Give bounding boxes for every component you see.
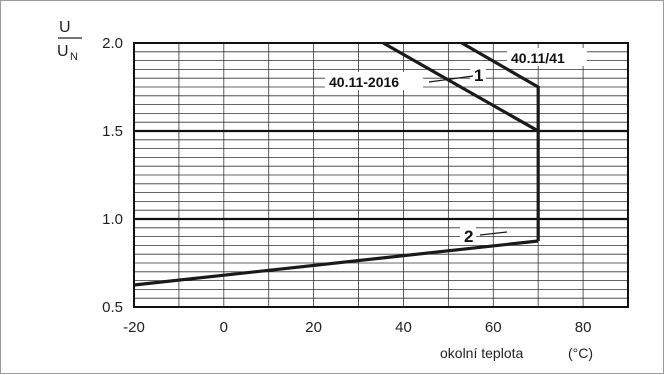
curve-label-40-11-41: 40.11/41 (511, 50, 565, 66)
y-tick-label: 2.0 (102, 35, 123, 52)
plot-border (133, 42, 629, 308)
curve-number-1-bg (470, 65, 486, 84)
curve-label-40-11-2016-bg (325, 72, 423, 90)
series-line-2 (133, 239, 539, 287)
x-tick-label: 80 (575, 319, 592, 336)
curve-number-2: 2 (464, 227, 473, 246)
leader-line-curve-2 (479, 231, 508, 236)
y-tick-label: 0.5 (102, 299, 123, 316)
leader-line-curve-1 (428, 75, 474, 83)
curve-number-1: 1 (474, 66, 483, 85)
x-tick-label: 60 (485, 319, 502, 336)
y-tick-label: 1.0 (102, 211, 123, 228)
series-layer (133, 41, 540, 287)
y-tick-label: 1.5 (102, 123, 123, 140)
labels-layer: 40.11-2016 40.11/41 1 2 (325, 48, 587, 246)
curve-label-40-11-2016: 40.11-2016 (329, 74, 399, 90)
curve-number-2-bg (460, 226, 476, 245)
x-axis-label: okolní teplota (440, 345, 523, 361)
x-tick-label: -20 (123, 319, 145, 336)
curve-label-40-11-41-bg (507, 48, 587, 66)
x-axis-unit: (°C) (568, 345, 593, 361)
major-grid (133, 42, 629, 308)
y-label-denominator-sub: N (70, 51, 78, 63)
y-label-denominator: U (57, 43, 69, 60)
y-axis-label: U U N (57, 19, 82, 63)
y-label-numerator: U (59, 19, 71, 36)
ticks-layer: -20 0 20 40 60 80 0.5 1.0 1.5 2.0 (102, 35, 591, 336)
x-tick-label: 0 (220, 319, 228, 336)
x-tick-label: 20 (305, 319, 322, 336)
x-tick-label: 40 (395, 319, 412, 336)
series-line-1 (461, 41, 540, 131)
